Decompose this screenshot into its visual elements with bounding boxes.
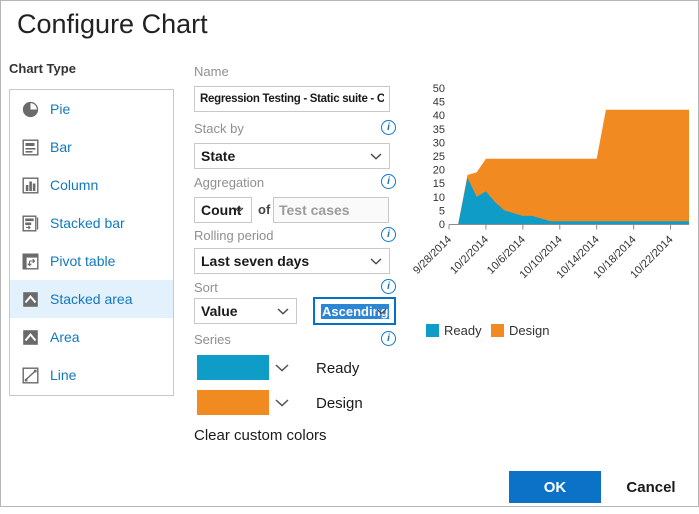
- chart-type-item-label: Area: [50, 329, 80, 345]
- pivot-table-icon: [22, 253, 39, 270]
- series-name-ready: Ready: [316, 360, 360, 377]
- chart-type-item-column[interactable]: Column: [10, 166, 173, 204]
- chart-type-item-area[interactable]: Area: [10, 318, 173, 356]
- chart-type-item-line[interactable]: Line: [10, 356, 173, 394]
- chart-type-item-pie[interactable]: Pie: [10, 90, 173, 128]
- legend-label: Design: [509, 323, 549, 338]
- chart-type-item-label: Pie: [50, 101, 71, 117]
- sort-info-icon[interactable]: i: [381, 279, 396, 294]
- rolling-period-label: Rolling period: [194, 228, 274, 243]
- ok-button[interactable]: OK: [509, 471, 601, 503]
- sort-direction-value: Ascending: [321, 303, 390, 319]
- legend-swatch-ready: [426, 324, 439, 337]
- stacked-bar-icon: [22, 215, 39, 232]
- chart-type-list: Pie Bar Column Stacked bar Pivot table S…: [9, 89, 174, 396]
- chart-type-item-pivot-table[interactable]: Pivot table: [10, 242, 173, 280]
- dialog-title: Configure Chart: [17, 9, 208, 39]
- aggregation-label: Aggregation: [194, 175, 265, 190]
- legend-swatch-design: [491, 324, 504, 337]
- y-tick-label: 0: [439, 219, 445, 231]
- y-tick-label: 20: [433, 165, 445, 177]
- chart-type-item-stacked-bar[interactable]: Stacked bar: [10, 204, 173, 242]
- area-series-design: [449, 109, 689, 224]
- chart-type-item-label: Pivot table: [50, 253, 116, 269]
- chevron-down-icon: [277, 308, 289, 315]
- cancel-button[interactable]: Cancel: [613, 471, 689, 503]
- chevron-down-icon: [234, 207, 244, 213]
- y-tick-label: 40: [433, 110, 445, 122]
- series-color-swatch-ready[interactable]: [197, 355, 269, 380]
- chart-type-item-stacked-area[interactable]: Stacked area: [10, 280, 173, 318]
- chevron-down-icon: [370, 258, 382, 265]
- chevron-down-icon: [376, 308, 387, 315]
- rolling-period-dropdown[interactable]: Last seven days: [194, 248, 390, 274]
- name-label: Name: [194, 64, 229, 79]
- y-tick-label: 35: [433, 124, 445, 136]
- sort-field-value: Value: [201, 303, 238, 319]
- series-name-design: Design: [316, 395, 363, 412]
- chart-type-item-label: Stacked area: [50, 291, 133, 307]
- sort-label: Sort: [194, 280, 218, 295]
- stack-by-dropdown[interactable]: State: [194, 143, 390, 169]
- stack-by-value: State: [201, 148, 236, 164]
- y-tick-label: 30: [433, 137, 445, 149]
- chart-type-item-bar[interactable]: Bar: [10, 128, 173, 166]
- aggregation-of-label: of: [258, 202, 271, 217]
- aggregation-info-icon[interactable]: i: [381, 174, 396, 189]
- series-info-icon[interactable]: i: [381, 331, 396, 346]
- y-tick-label: 15: [433, 178, 445, 190]
- x-tick-label: 10/2/2014: [448, 234, 491, 277]
- aggregation-value: Count: [201, 202, 242, 218]
- series-color-swatch-design[interactable]: [197, 390, 269, 415]
- bar-icon: [22, 139, 39, 156]
- sort-direction-dropdown[interactable]: Ascending: [313, 297, 396, 325]
- chart-type-item-label: Column: [50, 177, 99, 193]
- chevron-down-icon: [370, 153, 382, 160]
- stacked-area-icon: [23, 291, 38, 307]
- chart-type-label: Chart Type: [9, 61, 76, 76]
- chevron-down-icon[interactable]: [275, 364, 289, 372]
- y-tick-label: 45: [433, 97, 445, 109]
- legend-label: Ready: [444, 323, 482, 338]
- line-icon: [22, 367, 39, 384]
- column-icon: [22, 177, 39, 194]
- chart-type-item-label: Bar: [50, 139, 72, 155]
- aggregation-dropdown[interactable]: Count: [194, 197, 252, 223]
- rolling-period-value: Last seven days: [201, 253, 310, 269]
- clear-custom-colors-link[interactable]: Clear custom colors: [194, 427, 327, 444]
- chart-type-item-label: Stacked bar: [50, 215, 125, 231]
- preview-chart: 9/28/201410/2/201410/6/201410/10/201410/…: [411, 83, 689, 338]
- chevron-down-icon[interactable]: [275, 399, 289, 407]
- rolling-period-info-icon[interactable]: i: [381, 227, 396, 242]
- area-series-ready: [449, 177, 689, 224]
- aggregation-field-input: [273, 197, 389, 223]
- area-icon: [23, 329, 38, 345]
- y-tick-label: 10: [433, 192, 445, 204]
- stack-by-label: Stack by: [194, 121, 244, 136]
- chart-type-item-label: Line: [50, 367, 77, 383]
- sort-field-dropdown[interactable]: Value: [194, 298, 297, 324]
- y-tick-label: 25: [433, 151, 445, 163]
- pie-icon: [22, 101, 39, 117]
- stack-by-info-icon[interactable]: i: [381, 120, 396, 135]
- y-tick-label: 5: [439, 205, 445, 217]
- y-tick-label: 50: [433, 83, 445, 95]
- series-label: Series: [194, 332, 231, 347]
- x-tick-label: 9/28/2014: [411, 234, 454, 277]
- name-input[interactable]: [194, 86, 390, 112]
